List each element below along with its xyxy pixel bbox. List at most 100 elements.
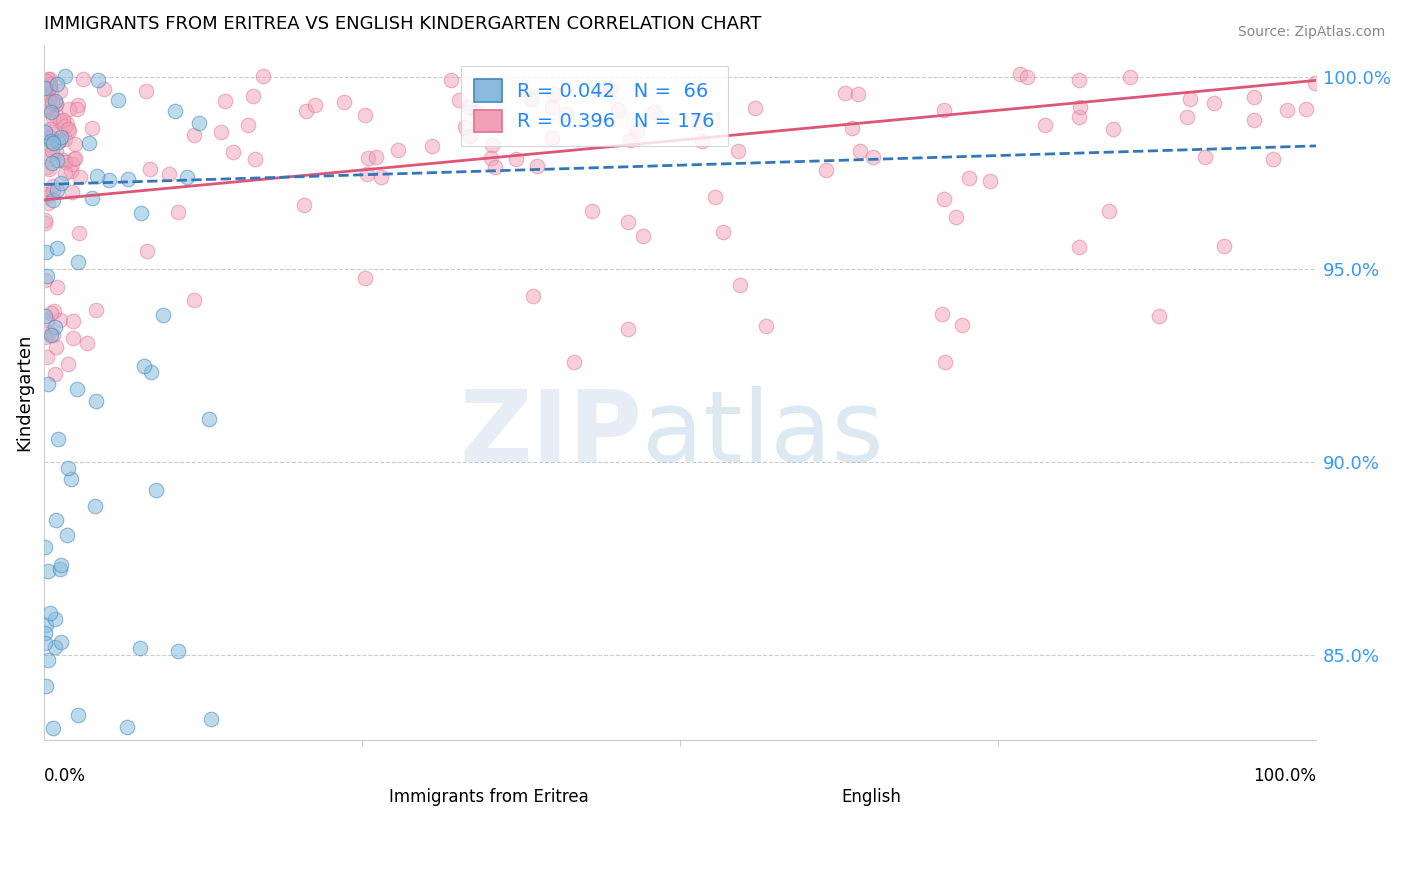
Point <box>522 289 544 303</box>
Point <box>48 84 70 98</box>
Point <box>53 154 76 169</box>
Point <box>222 145 245 160</box>
Point <box>457 99 479 113</box>
Point <box>134 359 156 374</box>
Point <box>1017 70 1039 84</box>
Point <box>631 229 654 244</box>
Point <box>626 123 648 137</box>
Point <box>619 133 641 147</box>
Point <box>34 124 56 138</box>
Point <box>152 309 174 323</box>
Point <box>56 528 79 542</box>
Point <box>37 376 59 391</box>
Point <box>34 329 56 343</box>
Point <box>139 161 162 176</box>
Point <box>76 335 98 350</box>
Point <box>1261 152 1284 166</box>
Point <box>45 109 67 123</box>
Point <box>34 81 56 95</box>
Point <box>35 313 58 327</box>
Point <box>58 102 80 116</box>
Point <box>129 206 152 220</box>
Point <box>744 101 766 115</box>
Point <box>46 280 69 294</box>
Point <box>34 186 56 201</box>
Point <box>979 174 1001 188</box>
Point <box>128 640 150 655</box>
Point <box>38 161 60 176</box>
Point <box>69 169 91 184</box>
Point <box>849 145 872 159</box>
Point <box>1243 90 1265 104</box>
Point <box>46 135 69 149</box>
Point <box>139 365 162 379</box>
Point <box>46 241 69 255</box>
Point <box>197 412 219 426</box>
Point <box>44 95 66 109</box>
Text: English: English <box>841 789 901 806</box>
Point <box>136 244 159 258</box>
Point <box>38 104 60 119</box>
Point <box>35 74 58 88</box>
Point <box>56 357 79 371</box>
Point <box>37 72 59 87</box>
Point <box>564 355 586 369</box>
Point <box>46 153 69 168</box>
Point <box>34 626 56 640</box>
Point <box>555 107 578 121</box>
Point <box>166 205 188 219</box>
Point <box>711 225 734 239</box>
Point <box>176 170 198 185</box>
Point <box>934 192 956 206</box>
Point <box>1067 73 1090 87</box>
Point <box>292 197 315 211</box>
Point <box>67 708 90 723</box>
Point <box>37 102 59 116</box>
Point <box>364 150 387 164</box>
Point <box>1202 96 1225 111</box>
Point <box>66 382 89 396</box>
Point <box>183 128 205 142</box>
Point <box>479 151 502 165</box>
Point <box>1101 122 1123 136</box>
Point <box>98 173 121 187</box>
Point <box>755 319 778 334</box>
Point <box>41 193 63 207</box>
Point <box>1069 240 1091 254</box>
Point <box>37 564 59 578</box>
Point <box>1147 309 1170 323</box>
Text: Immigrants from Eritrea: Immigrants from Eritrea <box>389 789 589 806</box>
Point <box>1243 113 1265 128</box>
Point <box>44 303 66 318</box>
Point <box>49 561 72 575</box>
Point <box>447 93 470 107</box>
Point <box>49 113 72 128</box>
Point <box>458 128 481 143</box>
Point <box>44 612 66 626</box>
Point <box>643 104 665 119</box>
Point <box>80 120 103 135</box>
Point <box>41 95 63 110</box>
Point <box>84 394 107 409</box>
Point <box>56 117 79 131</box>
Point <box>45 145 67 159</box>
Point <box>1194 150 1216 164</box>
Point <box>53 119 76 133</box>
Point <box>49 133 72 147</box>
Point <box>356 167 378 181</box>
Point <box>34 216 56 230</box>
Point <box>834 86 856 100</box>
Point <box>38 142 60 156</box>
Point <box>72 72 94 87</box>
Point <box>117 171 139 186</box>
Point <box>53 70 76 84</box>
Point <box>1175 110 1198 124</box>
Point <box>52 112 75 127</box>
Point <box>38 71 60 86</box>
Point <box>35 269 58 284</box>
Point <box>1295 103 1317 117</box>
Point <box>931 307 953 321</box>
Point <box>484 161 506 175</box>
Point <box>87 73 110 87</box>
Point <box>243 153 266 167</box>
